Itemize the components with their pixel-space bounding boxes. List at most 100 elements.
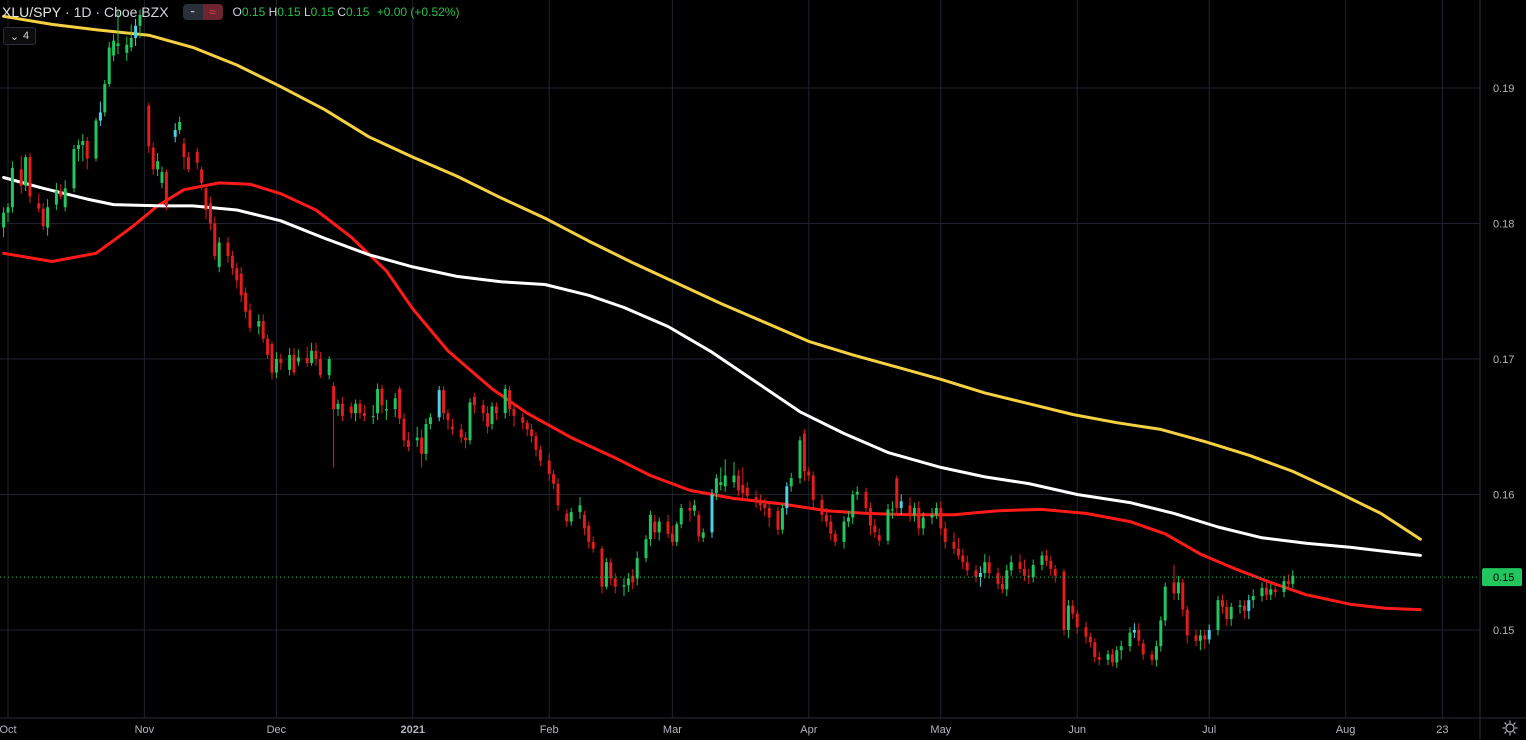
candle-body xyxy=(327,359,331,376)
candle xyxy=(468,398,472,445)
candle xyxy=(1251,589,1255,609)
candle xyxy=(371,405,375,425)
candle-body xyxy=(886,509,890,541)
candle-body xyxy=(1282,581,1286,593)
candle-body xyxy=(54,191,58,205)
candle xyxy=(72,144,76,193)
candle xyxy=(376,383,380,420)
candle-body xyxy=(503,388,507,414)
candle xyxy=(1181,578,1185,617)
candle-body xyxy=(244,292,248,312)
candle-body xyxy=(494,406,498,414)
candle xyxy=(424,418,428,461)
candle xyxy=(1176,575,1180,601)
wave-icon[interactable]: ≈ xyxy=(202,4,223,20)
candle-body xyxy=(279,359,283,364)
candle xyxy=(2,207,6,238)
candle-body xyxy=(173,130,177,137)
candle xyxy=(173,123,177,143)
candle-body xyxy=(402,418,406,441)
candle-body xyxy=(349,406,353,414)
symbol-name[interactable]: XLU/SPY xyxy=(2,4,62,20)
indicator-legend-toggle[interactable]: ⌄ 4 xyxy=(3,27,36,45)
separator-dot: · xyxy=(91,4,104,20)
candle xyxy=(244,287,248,319)
candle-body xyxy=(226,242,230,257)
candle xyxy=(635,551,639,586)
candle xyxy=(864,487,868,514)
candle xyxy=(415,426,419,448)
candle xyxy=(934,502,938,519)
candle xyxy=(160,166,164,189)
candle xyxy=(138,9,142,38)
candle xyxy=(1053,564,1057,583)
candle-body xyxy=(424,424,428,454)
candle xyxy=(54,182,58,210)
candle xyxy=(129,24,133,52)
candle xyxy=(362,405,366,422)
candle xyxy=(1194,629,1198,647)
candle xyxy=(587,521,591,549)
ma-line-white xyxy=(2,176,1422,557)
candle-body xyxy=(41,208,45,227)
candle xyxy=(107,41,111,87)
candle-body xyxy=(1128,632,1132,647)
candle-body xyxy=(811,475,815,500)
candle xyxy=(952,532,956,555)
candle-body xyxy=(965,562,969,571)
candle-body xyxy=(450,426,454,430)
candle xyxy=(147,102,151,154)
candle-body xyxy=(939,508,943,529)
candle xyxy=(508,386,512,416)
status-pill[interactable]: ⁃ ≈ xyxy=(182,4,223,20)
interval-label[interactable]: 1D xyxy=(73,4,92,20)
candle xyxy=(103,79,107,117)
candle xyxy=(1247,594,1251,620)
candle-body xyxy=(371,415,375,417)
candle xyxy=(1207,624,1211,644)
time-tick-label: May xyxy=(930,724,951,736)
candle xyxy=(688,501,692,522)
candle xyxy=(327,356,331,380)
candle-body xyxy=(1273,589,1277,593)
candle-body xyxy=(1163,586,1167,621)
low-label: L xyxy=(303,5,311,19)
candle xyxy=(983,554,987,579)
candle-body xyxy=(2,212,6,228)
candle-body xyxy=(138,14,142,26)
candle xyxy=(873,518,877,538)
candle-body xyxy=(635,558,639,579)
candle xyxy=(1128,627,1132,652)
gear-icon[interactable] xyxy=(1502,720,1518,736)
time-axis[interactable]: Oct Nov Dec 2021 Feb Mar Apr May Jun Jul Aug 23 xyxy=(0,724,1449,736)
candle xyxy=(767,502,771,527)
candle-body xyxy=(151,147,155,170)
candle-body xyxy=(63,188,67,208)
candle xyxy=(939,501,943,536)
candle xyxy=(490,402,494,430)
candle-body xyxy=(1260,587,1264,597)
candle-body xyxy=(1044,555,1048,561)
candle xyxy=(156,153,160,177)
candle xyxy=(314,342,318,366)
minus-icon[interactable]: ⁃ xyxy=(182,4,203,20)
candle-body xyxy=(552,474,556,484)
candle-body xyxy=(1286,581,1290,584)
candle xyxy=(644,535,648,563)
time-tick-label: Dec xyxy=(267,724,287,736)
price-axis[interactable]: 0.19 0.18 0.17 0.16 0.15 xyxy=(1493,83,1514,637)
candle xyxy=(978,566,982,587)
candle xyxy=(965,555,969,576)
candle xyxy=(481,399,485,422)
candle xyxy=(732,461,736,488)
candle-body xyxy=(1119,646,1123,651)
candle-body xyxy=(442,390,446,414)
candle xyxy=(1066,600,1070,639)
candle xyxy=(1154,640,1158,667)
candle xyxy=(261,314,265,343)
candle xyxy=(600,545,604,594)
candle-body xyxy=(1040,555,1044,565)
candle xyxy=(428,413,432,430)
candle-body xyxy=(336,403,340,410)
